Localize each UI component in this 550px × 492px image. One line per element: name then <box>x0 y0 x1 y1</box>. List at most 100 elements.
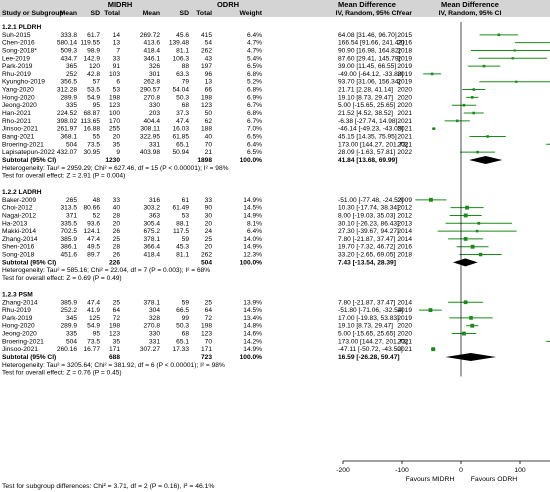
study-name: Jeong-2020 <box>2 331 37 338</box>
study-value: 47.4 <box>87 299 100 306</box>
study-year: 2021 <box>397 141 412 148</box>
study-value: 331 <box>149 338 160 345</box>
study-value: 413.6 <box>143 40 160 47</box>
study-value: 48 <box>93 197 101 204</box>
subtotal-n1: 688 <box>109 354 120 361</box>
study-value: 403.98 <box>140 149 161 156</box>
study-name: Suh-2015 <box>2 32 31 39</box>
study-value: 6.5% <box>247 149 262 156</box>
subtotal-ci: 16.59 [-26.28, 59.47] <box>338 354 400 361</box>
study-name: Jinsoo-2021 <box>2 126 38 133</box>
study-value: 6.5% <box>247 63 262 70</box>
study-value: 81.1 <box>176 252 189 259</box>
study-value: 270.8 <box>143 94 160 101</box>
study-value: 125 <box>89 315 100 322</box>
study-value: 41.9 <box>87 307 100 314</box>
study-value: 346.1 <box>143 55 160 62</box>
study-year: 2021 <box>397 346 412 353</box>
study-value: 6.4% <box>247 32 262 39</box>
header-band-bottom <box>0 8 550 17</box>
study-value: 7 <box>116 47 120 54</box>
study-marker <box>476 150 479 154</box>
study-year: 2013 <box>397 220 412 227</box>
study-value: 398.02 <box>57 118 78 125</box>
study-marker <box>469 316 473 320</box>
study-value: 4.7% <box>247 40 262 47</box>
study-value: 328 <box>149 315 160 322</box>
study-marker <box>463 213 468 218</box>
study-value: 20 <box>205 220 213 227</box>
subgroup-title: 1.2.2 LADRH <box>2 189 42 196</box>
column-header: Weight <box>239 10 262 17</box>
study-year: 2018 <box>397 47 412 54</box>
subtotal-ci: 7.43 [-13.54, 28.39] <box>338 259 396 266</box>
subtotal-n2: 1898 <box>197 157 212 164</box>
study-ci: 93.70 [31.06, 156.34] <box>338 79 400 86</box>
study-value: 123 <box>109 331 120 338</box>
study-year: 2020 <box>397 94 412 101</box>
study-ci: 8.00 [-19.03, 35.03] <box>338 212 395 219</box>
study-value: 61.49 <box>172 205 189 212</box>
study-value: 331 <box>149 141 160 148</box>
study-ci: 30.10 [-26.23, 86.43] <box>338 220 399 227</box>
study-value: 13 <box>205 79 213 86</box>
study-ci: 19.10 [8.73, 29.47] <box>338 323 393 330</box>
study-value: 6.5% <box>247 133 262 140</box>
effect-header-right: Mean Difference <box>441 0 499 9</box>
subtotal-weight: 100.0% <box>240 259 263 266</box>
study-year: 2012 <box>397 205 412 212</box>
column-header: IV, Random, 95% CI <box>439 10 502 17</box>
study-value: 33 <box>113 55 121 62</box>
study-ci: 7.80 [-21.87, 37.47] <box>338 236 395 243</box>
study-value: 675.2 <box>143 228 160 235</box>
study-value: 40 <box>113 205 121 212</box>
study-value: 81.1 <box>176 47 189 54</box>
study-name: Hong-2020 <box>2 94 35 101</box>
study-value: 89.7 <box>87 252 100 259</box>
study-value: 198 <box>201 94 212 101</box>
study-value: 415 <box>201 32 212 39</box>
study-value: 14.2% <box>243 338 262 345</box>
study-year: 2020 <box>397 102 412 109</box>
study-year: 2021 <box>397 118 412 125</box>
study-value: 80.66 <box>83 205 100 212</box>
column-header: IV, Random, 95% CI <box>336 10 399 17</box>
study-value: 301 <box>149 71 160 78</box>
subtotal-n2: 504 <box>201 259 212 266</box>
study-value: 363 <box>149 212 160 219</box>
study-marker <box>478 252 483 257</box>
study-marker <box>428 197 433 202</box>
study-value: 20 <box>113 220 121 227</box>
study-ci: 173.00 [144.27, 201.73] <box>338 141 408 148</box>
study-marker <box>462 103 466 107</box>
study-ci: 10.30 [-17.74, 38.34] <box>338 205 399 212</box>
study-value: 25 <box>205 236 213 243</box>
column-header: Year <box>398 10 413 17</box>
study-value: 14.8% <box>243 323 262 330</box>
study-marker <box>455 119 459 123</box>
column-header: Mean <box>60 10 77 17</box>
study-value: 378.1 <box>143 236 160 243</box>
effect-header-left: Mean Difference <box>338 0 396 9</box>
subtotal-diamond <box>469 155 503 164</box>
study-value: 5.4% <box>247 55 262 62</box>
study-ci: 27.30 [-39.67, 94.27] <box>338 228 399 235</box>
study-value: 365 <box>66 63 77 70</box>
subtotal-label: Subtotal (95% CI) <box>2 354 56 361</box>
study-value: 54.9 <box>87 94 100 101</box>
study-value: 54.04 <box>172 87 189 94</box>
study-value: 335 <box>66 331 77 338</box>
study-marker <box>497 33 501 37</box>
study-marker <box>430 72 434 76</box>
subgroup-title: 1.2.3 PSM <box>2 291 33 298</box>
column-header: Study or Subgroup <box>2 10 64 17</box>
study-name: Jinsoo-2021 <box>2 346 38 353</box>
study-value: 65.1 <box>176 141 189 148</box>
study-value: 88 <box>182 63 190 70</box>
study-value: 6.4% <box>247 228 262 235</box>
axis-tick-label: -200 <box>336 467 350 474</box>
study-ci: 39.00 [11.45, 66.55] <box>338 63 396 70</box>
study-value: 53 <box>113 87 121 94</box>
study-value: 49.5 <box>87 244 100 251</box>
study-value: 50.94 <box>172 149 189 156</box>
